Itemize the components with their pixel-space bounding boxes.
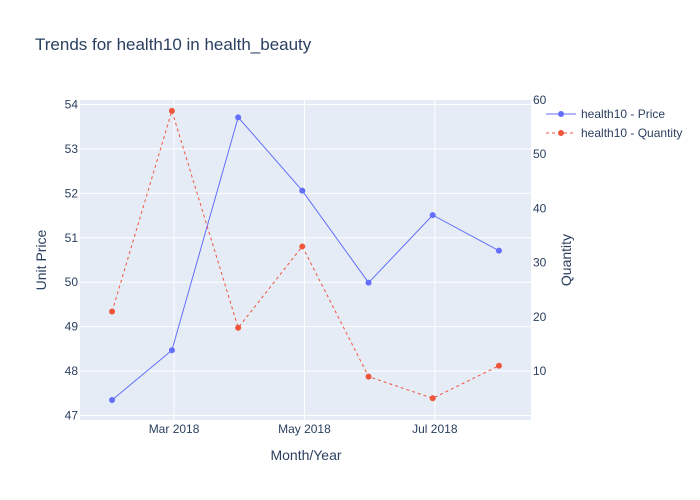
data-point[interactable] [429, 212, 436, 219]
y-tick-label: 51 [65, 231, 79, 245]
y-axis-title: Unit Price [33, 229, 49, 290]
legend[interactable]: health10 - Price health10 - Quantity [546, 107, 682, 140]
legend-label: health10 - Price [581, 107, 665, 121]
x-axis-ticks: Mar 2018 May 2018 Jul 2018 [149, 422, 458, 436]
x-tick-label: Jul 2018 [412, 422, 458, 436]
y-tick-label: 47 [65, 409, 79, 423]
data-point[interactable] [299, 187, 306, 194]
y-tick-label: 54 [65, 97, 79, 111]
legend-marker [558, 130, 564, 136]
data-point[interactable] [495, 362, 502, 369]
series-1 [109, 114, 502, 403]
y2-tick-label: 10 [533, 364, 547, 378]
legend-item[interactable]: health10 - Price [546, 107, 665, 121]
data-point[interactable] [299, 243, 306, 250]
chart-title: Trends for health10 in health_beauty [35, 35, 312, 54]
data-point[interactable] [168, 347, 175, 354]
x-axis-title: Month/Year [270, 447, 341, 463]
data-point[interactable] [365, 373, 372, 380]
legend-item[interactable]: health10 - Quantity [546, 126, 682, 140]
plot-area [80, 100, 531, 420]
x-tick-label: May 2018 [278, 422, 331, 436]
y2-axis-title: Quantity [558, 234, 574, 286]
legend-label: health10 - Quantity [581, 126, 682, 140]
y2-axis-ticks: 10 20 30 40 50 60 [533, 93, 547, 378]
y-tick-label: 50 [65, 275, 79, 289]
series-2 [109, 107, 502, 402]
y-axis-ticks: 47 48 49 50 51 52 53 54 [65, 97, 79, 422]
y2-tick-label: 60 [533, 93, 547, 107]
y-tick-label: 52 [65, 186, 79, 200]
y2-tick-label: 40 [533, 201, 547, 215]
data-point[interactable] [235, 324, 242, 331]
y2-tick-label: 30 [533, 256, 547, 270]
y2-tick-label: 20 [533, 310, 547, 324]
data-point[interactable] [429, 395, 436, 402]
x-tick-label: Mar 2018 [149, 422, 200, 436]
legend-marker [558, 111, 564, 117]
series-layer [109, 107, 502, 403]
data-point[interactable] [109, 397, 116, 403]
data-point[interactable] [365, 279, 372, 286]
y-tick-label: 49 [65, 320, 79, 334]
grid-lines [80, 100, 531, 420]
y2-tick-label: 50 [533, 147, 547, 161]
data-point[interactable] [109, 308, 116, 315]
data-point[interactable] [235, 114, 242, 121]
data-point[interactable] [495, 247, 502, 254]
y-tick-label: 53 [65, 142, 79, 156]
data-point[interactable] [168, 107, 175, 114]
y-tick-label: 48 [65, 364, 79, 378]
